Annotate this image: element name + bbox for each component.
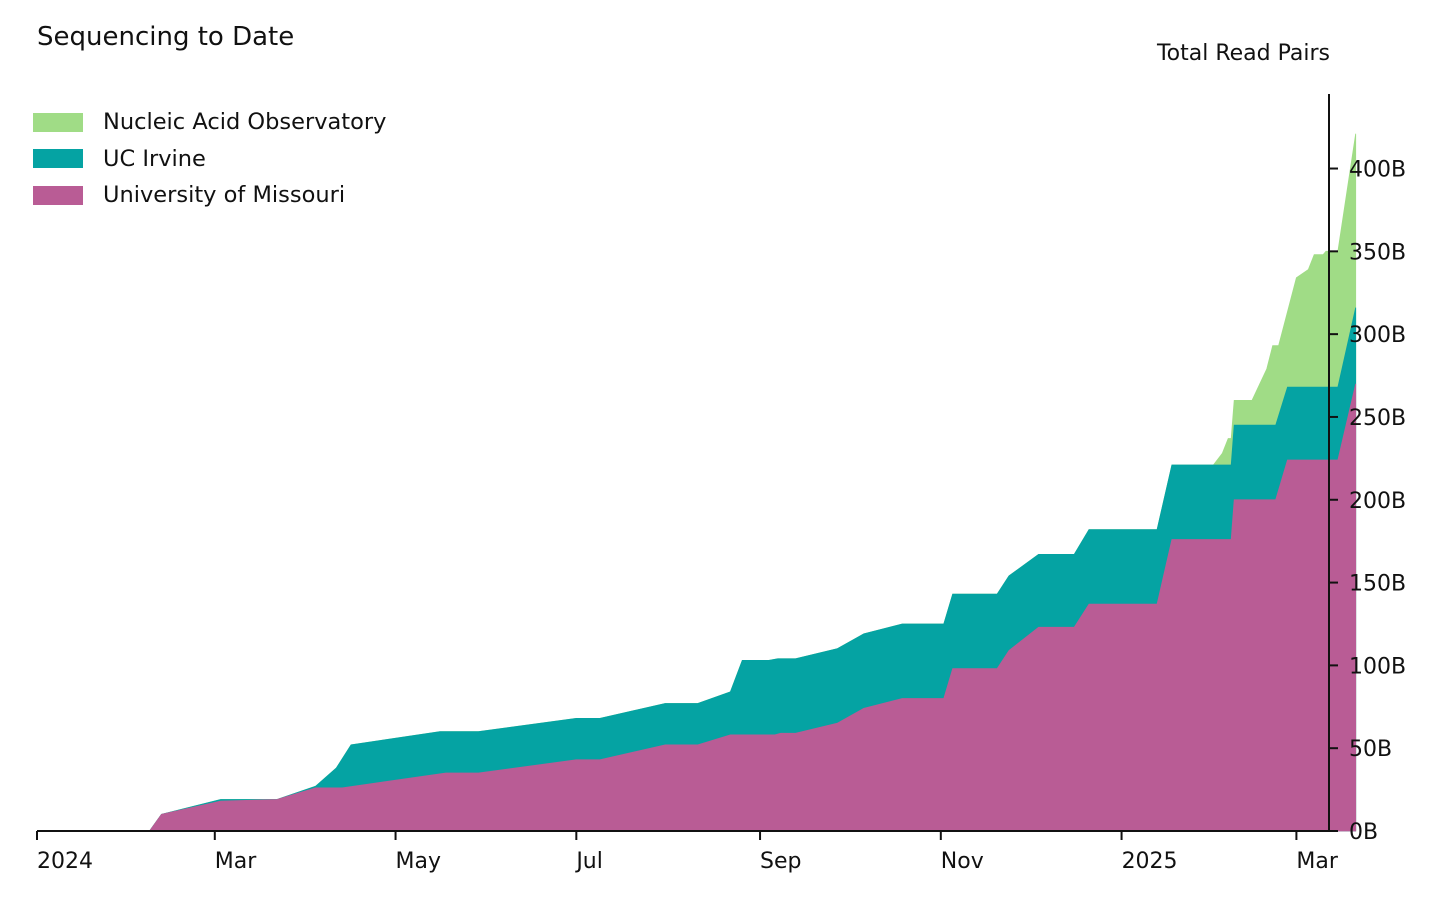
y-tick-label: 100B bbox=[1349, 654, 1406, 679]
legend: Nucleic Acid Observatory UC Irvine Unive… bbox=[33, 104, 386, 214]
legend-label-missouri: University of Missouri bbox=[103, 182, 346, 209]
y-axis-title: Total Read Pairs bbox=[1156, 41, 1330, 66]
y-tick-label: 0B bbox=[1349, 820, 1378, 845]
legend-label-nao: Nucleic Acid Observatory bbox=[103, 109, 387, 136]
x-tick-label: Nov bbox=[941, 849, 984, 874]
y-tick-label: 200B bbox=[1349, 489, 1406, 514]
legend-label-uc-irvine: UC Irvine bbox=[103, 145, 206, 172]
x-tick-label: May bbox=[396, 849, 441, 874]
x-tick-label: 2024 bbox=[37, 849, 93, 874]
x-tick-label: Jul bbox=[574, 849, 603, 874]
y-tick-label: 50B bbox=[1349, 737, 1392, 762]
legend-swatch-missouri bbox=[33, 185, 83, 205]
legend-item-uc-irvine: UC Irvine bbox=[33, 141, 386, 178]
x-tick-label: Sep bbox=[760, 849, 801, 874]
legend-item-missouri: University of Missouri bbox=[33, 177, 386, 214]
y-tick-label: 250B bbox=[1349, 406, 1406, 431]
legend-swatch-nao bbox=[33, 112, 83, 132]
area-layer bbox=[37, 133, 1357, 832]
x-tick-label: Mar bbox=[1296, 849, 1338, 874]
y-tick-label: 350B bbox=[1349, 240, 1406, 265]
y-tick-label: 150B bbox=[1349, 572, 1406, 597]
legend-item-nao: Nucleic Acid Observatory bbox=[33, 104, 386, 141]
x-tick-label: Mar bbox=[215, 849, 257, 874]
y-tick-label: 400B bbox=[1349, 158, 1406, 183]
x-tick-label: 2025 bbox=[1122, 849, 1178, 874]
chart-title: Sequencing to Date bbox=[37, 22, 295, 52]
area-university-of-missouri bbox=[37, 383, 1357, 832]
axes-layer: 2024 Mar May Jul Sep Nov 2025 Mar 0B 50B 100B 150B 2… bbox=[36, 94, 1406, 874]
y-tick-label: 300B bbox=[1349, 323, 1406, 348]
legend-swatch-uc-irvine bbox=[33, 149, 83, 169]
